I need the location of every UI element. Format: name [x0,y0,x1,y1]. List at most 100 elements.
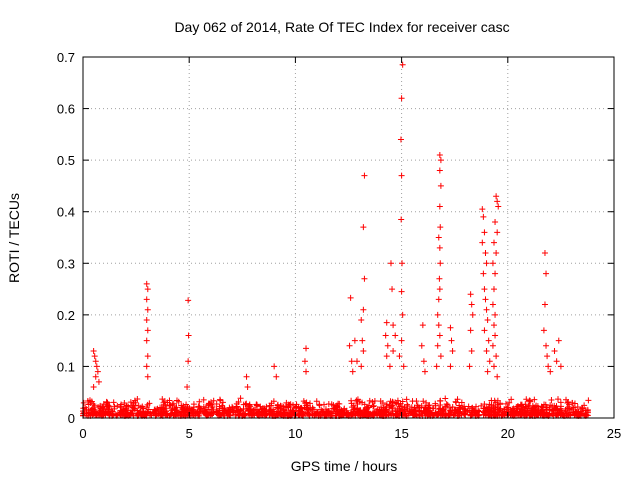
data-point [117,412,124,419]
data-point [467,327,474,334]
x-tick-label: 10 [288,426,302,441]
data-point [143,280,150,287]
data-point [544,353,551,360]
data-point [436,275,443,282]
data-point [271,363,278,370]
data-point [399,408,406,415]
data-point [440,410,447,417]
data-point [144,401,151,408]
data-point [492,404,499,411]
data-point [371,409,378,416]
data-point [144,327,151,334]
data-point [195,403,202,410]
data-point [406,410,413,417]
data-point [287,410,294,417]
data-point [410,406,417,413]
data-point [418,407,425,414]
data-point [398,216,405,223]
data-point [481,405,488,412]
data-point [370,403,377,410]
data-point [325,407,332,414]
data-point [547,368,554,375]
data-point [386,363,393,370]
data-point [114,411,121,418]
data-point [139,403,146,410]
data-point [491,412,498,419]
data-point [493,193,500,200]
data-point [129,404,136,411]
data-point [298,405,305,412]
data-point [238,407,245,414]
data-point [200,403,207,410]
data-point [481,229,488,236]
data-point [524,405,531,412]
data-point [430,405,437,412]
data-point [468,347,475,354]
data-point [437,182,444,189]
data-point [93,363,100,370]
data-point [185,358,192,365]
data-point [360,347,367,354]
data-point [268,400,275,407]
data-point [196,398,203,405]
data-point [87,399,94,406]
data-point [436,332,443,339]
data-point [166,402,173,409]
data-point [558,403,565,410]
data-point [398,337,405,344]
data-point [201,407,208,414]
data-point [262,410,269,417]
y-tick-label: 0.2 [57,308,75,323]
data-point [540,411,547,418]
data-point [354,400,361,407]
data-point [143,363,150,370]
data-point [161,398,168,405]
data-point [244,384,251,391]
data-point [154,405,161,412]
data-point [219,402,226,409]
data-point [551,347,558,354]
data-point [496,407,503,414]
data-point [177,410,184,417]
data-point [436,151,443,158]
data-point [435,296,442,303]
x-tick-label: 15 [394,426,408,441]
data-point [303,368,310,375]
data-point [434,311,441,318]
data-points [80,61,592,419]
data-point [437,353,444,360]
data-point [390,347,397,354]
data-point [237,395,244,402]
data-point [356,407,363,414]
data-point [466,363,473,370]
y-tick-label: 0.1 [57,359,75,374]
x-tick-label: 5 [186,426,193,441]
data-point [104,409,111,416]
x-tick-label: 20 [501,426,515,441]
data-point [495,404,502,411]
x-tick-label: 25 [607,426,621,441]
data-point [523,396,530,403]
data-point [313,398,320,405]
data-point [520,404,527,411]
data-point [539,404,546,411]
data-point [518,401,525,408]
data-point [505,408,512,415]
data-point [458,399,465,406]
data-point [158,406,165,413]
data-point [96,408,103,415]
data-point [447,407,454,414]
data-point [92,373,99,380]
data-point [90,384,97,391]
data-point [421,368,428,375]
data-point [486,401,493,408]
data-point [484,368,491,375]
data-point [366,397,373,404]
data-point [245,407,252,414]
data-point [435,411,442,418]
data-point [432,400,439,407]
data-point [290,408,297,415]
y-tick-label: 0.4 [57,205,75,220]
data-point [464,407,471,414]
data-point [88,406,95,413]
